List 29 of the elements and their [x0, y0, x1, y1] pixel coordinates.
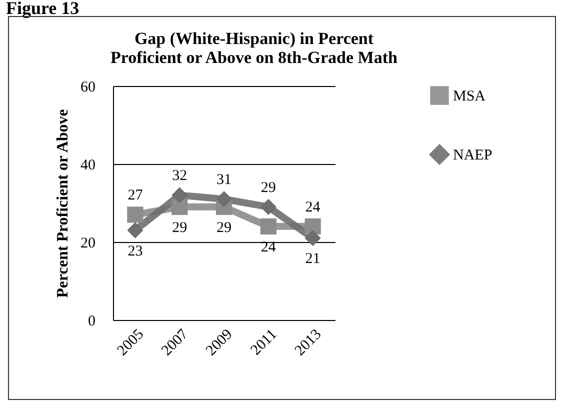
data-label: 29 — [216, 220, 232, 236]
data-label: 23 — [128, 243, 143, 260]
caption: Figure 13 — [6, 0, 80, 19]
point — [172, 198, 188, 215]
data-label: 21 — [305, 251, 320, 268]
y-axis-title: Percent Proficient or Above — [54, 109, 72, 298]
text: Gap (White-Hispanic) in Percent — [134, 29, 374, 48]
point — [260, 218, 276, 234]
legend-label: NAEP — [453, 148, 492, 164]
y-tick-label: 60 — [80, 80, 96, 96]
data-label: 29 — [260, 180, 276, 196]
point — [304, 230, 321, 246]
data-label: 31 — [216, 172, 232, 188]
point — [127, 206, 144, 223]
point — [216, 191, 232, 208]
text: Proficient or Above on 8th-Grade Math — [110, 48, 398, 67]
point — [127, 222, 144, 238]
y-tick-label: 40 — [80, 158, 96, 174]
legend-label: MSA — [453, 88, 486, 104]
x-tick-label: 2011 — [248, 326, 280, 359]
data-label: 27 — [128, 188, 144, 204]
point — [260, 198, 276, 215]
y-tick-label: 20 — [80, 236, 96, 252]
data-label: 24 — [305, 199, 321, 216]
data-label: 32 — [172, 168, 188, 184]
data-label: 29 — [172, 220, 188, 236]
y-tick-label: 0 — [88, 314, 96, 330]
point — [172, 187, 188, 204]
point — [304, 218, 321, 234]
